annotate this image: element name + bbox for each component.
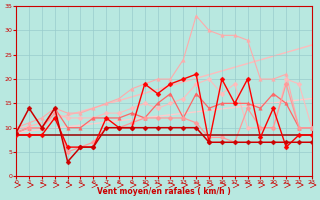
X-axis label: Vent moyen/en rafales ( km/h ): Vent moyen/en rafales ( km/h ) xyxy=(97,187,231,196)
